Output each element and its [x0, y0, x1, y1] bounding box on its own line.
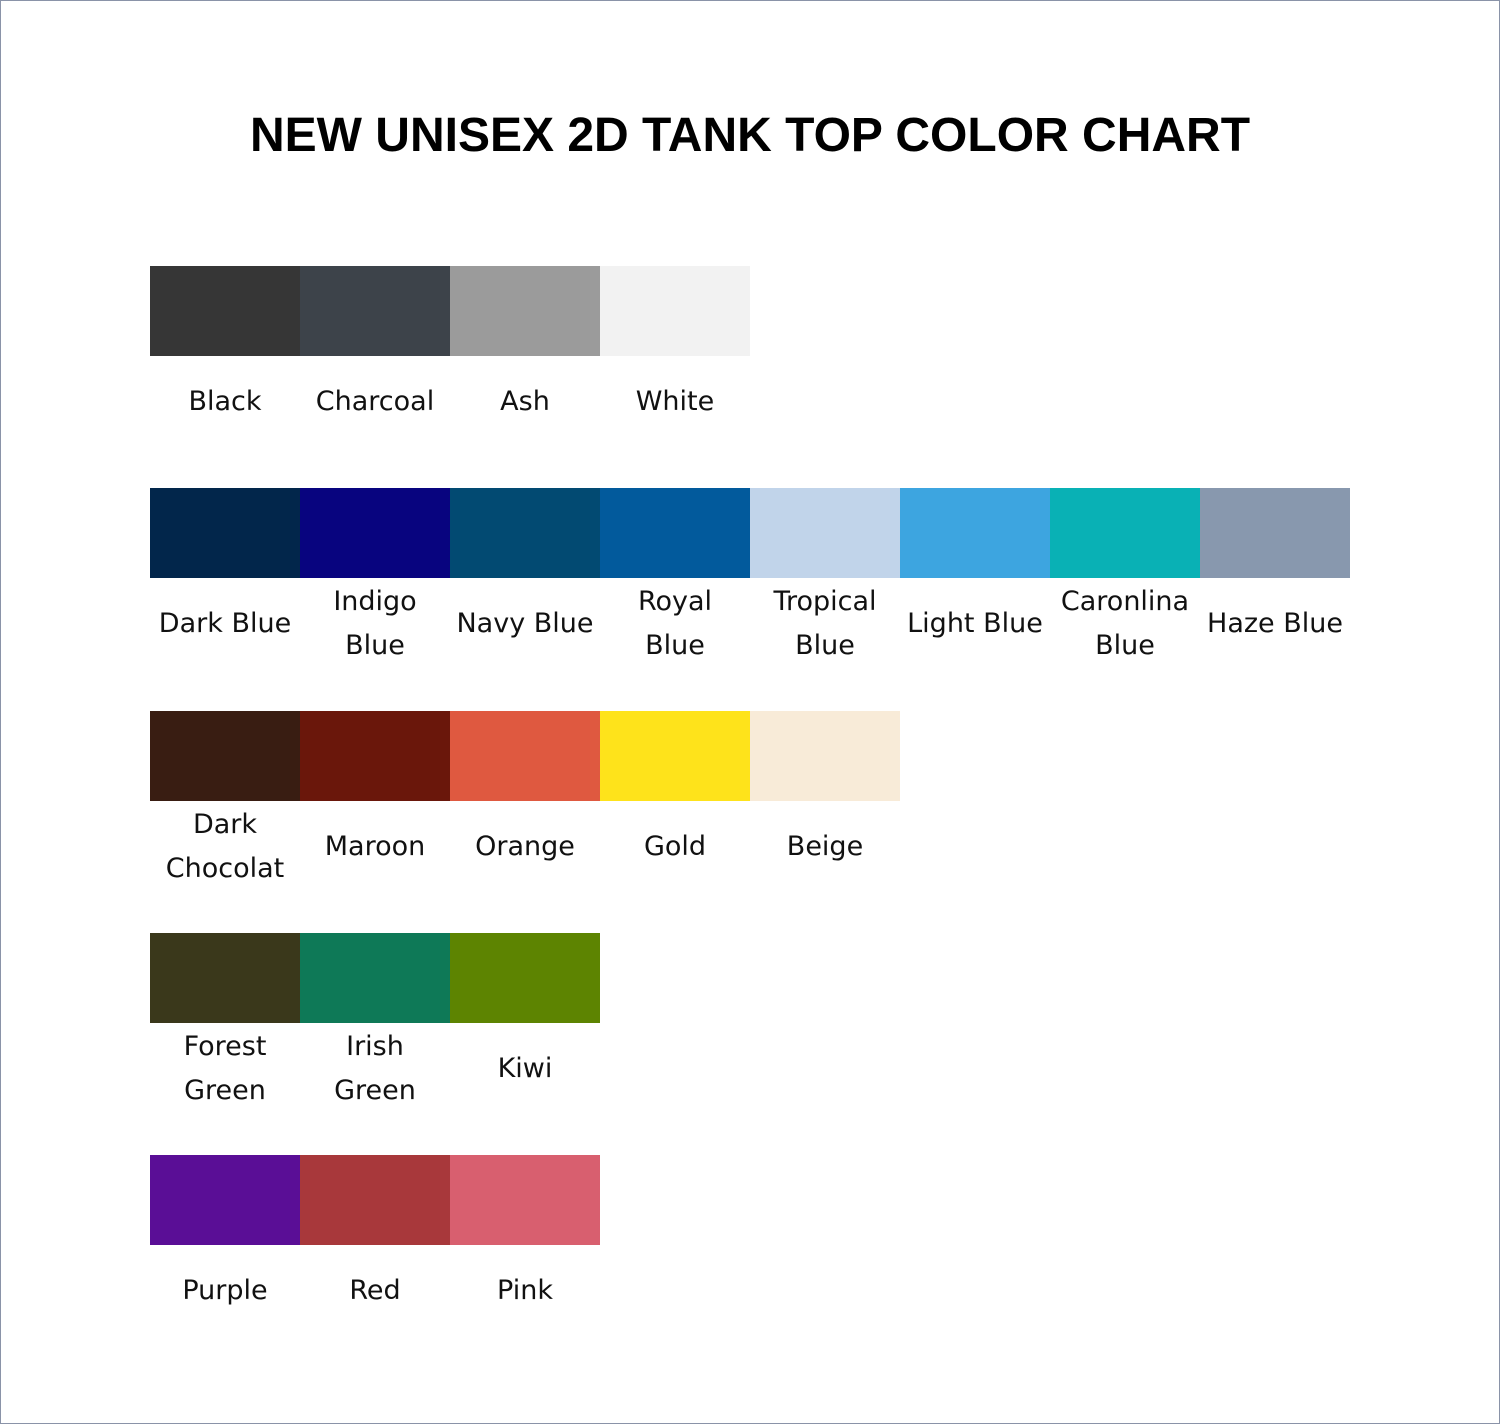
color-swatch — [300, 933, 450, 1023]
color-label: Haze Blue — [1207, 608, 1343, 639]
color-item: White — [600, 266, 750, 448]
color-item: Ash — [450, 266, 600, 448]
color-swatch — [300, 1155, 450, 1245]
color-label: Ash — [500, 386, 550, 417]
color-item: Navy Blue — [450, 488, 600, 670]
color-item: Irish Green — [300, 933, 450, 1115]
color-item: Pink — [450, 1155, 600, 1337]
color-item: Dark Chocolat — [150, 711, 300, 893]
color-swatch — [1050, 488, 1200, 578]
color-label: Tropical Blue — [773, 586, 877, 661]
color-item: Red — [300, 1155, 450, 1337]
color-swatch — [300, 266, 450, 356]
color-item: Dark Blue — [150, 488, 300, 670]
color-item: Maroon — [300, 711, 450, 893]
color-label: Purple — [182, 1275, 268, 1306]
color-label: Orange — [475, 831, 575, 862]
color-label: Pink — [497, 1275, 553, 1306]
color-label: Light Blue — [907, 608, 1043, 639]
color-label: Caronlina Blue — [1060, 586, 1190, 661]
color-label: Dark Blue — [158, 608, 292, 639]
color-label: Gold — [643, 831, 707, 862]
color-swatch — [600, 488, 750, 578]
color-swatch — [450, 933, 600, 1023]
color-label: Royal Blue — [637, 586, 713, 661]
color-item: Purple — [150, 1155, 300, 1337]
color-item: Orange — [450, 711, 600, 893]
color-label: Red — [349, 1275, 401, 1306]
color-item: Light Blue — [900, 488, 1050, 670]
color-swatch — [150, 488, 300, 578]
color-swatch — [300, 488, 450, 578]
color-label: White — [635, 386, 715, 417]
color-item: Charcoal — [300, 266, 450, 448]
color-label: Maroon — [324, 831, 426, 862]
color-swatch — [150, 266, 300, 356]
color-item: Tropical Blue — [750, 488, 900, 670]
color-swatch — [900, 488, 1050, 578]
color-item: Kiwi — [450, 933, 600, 1115]
color-item: Haze Blue — [1200, 488, 1350, 670]
color-label: Navy Blue — [456, 608, 594, 639]
color-swatch — [600, 266, 750, 356]
color-swatch — [1200, 488, 1350, 578]
color-swatch — [750, 711, 900, 801]
color-item: Royal Blue — [600, 488, 750, 670]
color-item: Forest Green — [150, 933, 300, 1115]
color-label: Forest Green — [183, 1031, 267, 1106]
color-swatch — [150, 711, 300, 801]
color-item: Black — [150, 266, 300, 448]
color-label: Dark Chocolat — [165, 809, 285, 884]
color-label: Kiwi — [497, 1053, 553, 1084]
color-swatch — [450, 1155, 600, 1245]
color-swatch — [450, 488, 600, 578]
color-swatch — [450, 711, 600, 801]
page-title: NEW UNISEX 2D TANK TOP COLOR CHART — [249, 109, 1251, 162]
color-label: Irish Green — [334, 1031, 416, 1106]
color-item: Caronlina Blue — [1050, 488, 1200, 670]
color-swatch — [150, 1155, 300, 1245]
color-item: Indigo Blue — [300, 488, 450, 670]
color-swatch — [750, 488, 900, 578]
color-swatch — [450, 266, 600, 356]
color-label: Charcoal — [315, 386, 435, 417]
color-swatch — [300, 711, 450, 801]
color-swatch — [600, 711, 750, 801]
color-label: Indigo Blue — [333, 586, 417, 661]
color-label: Black — [188, 386, 262, 417]
color-item: Gold — [600, 711, 750, 893]
color-label: Beige — [786, 831, 864, 862]
color-swatch — [150, 933, 300, 1023]
color-item: Beige — [750, 711, 900, 893]
